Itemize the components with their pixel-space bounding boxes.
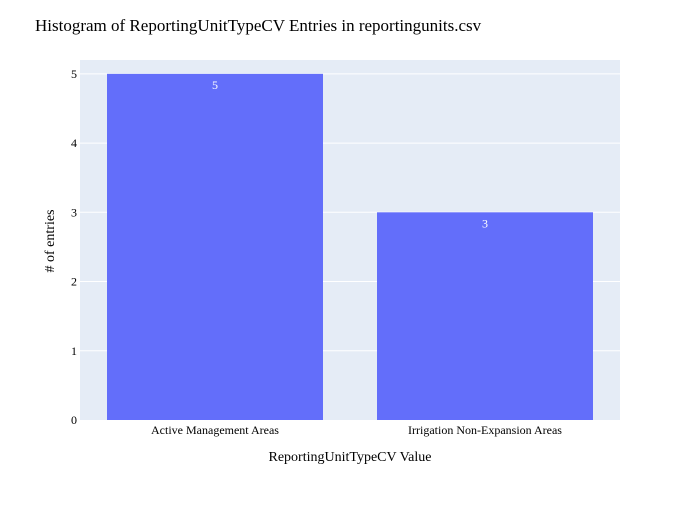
bar [107,73,323,420]
y-tick-label: 3 [71,205,77,219]
bars [107,73,593,420]
x-tick-label: Active Management Areas [151,423,279,437]
x-tick-label: Irrigation Non-Expansion Areas [408,423,562,437]
chart-title: Histogram of ReportingUnitTypeCV Entries… [35,16,482,35]
x-axis-title: ReportingUnitTypeCV Value [269,450,432,465]
x-axis-ticks: Active Management Areas Irrigation Non-Ex… [151,423,562,437]
y-axis-ticks: 0 1 2 3 4 5 [71,67,77,427]
y-tick-label: 0 [71,413,77,427]
bar [377,212,593,420]
bar-data-label: 3 [482,216,488,230]
bar-data-label: 5 [212,78,218,92]
y-tick-label: 5 [71,67,77,81]
y-tick-label: 4 [71,136,77,150]
y-tick-label: 2 [71,275,77,289]
data-labels: 53 [212,78,488,230]
y-axis-title: # of entries [43,210,58,273]
y-tick-label: 1 [71,344,77,358]
